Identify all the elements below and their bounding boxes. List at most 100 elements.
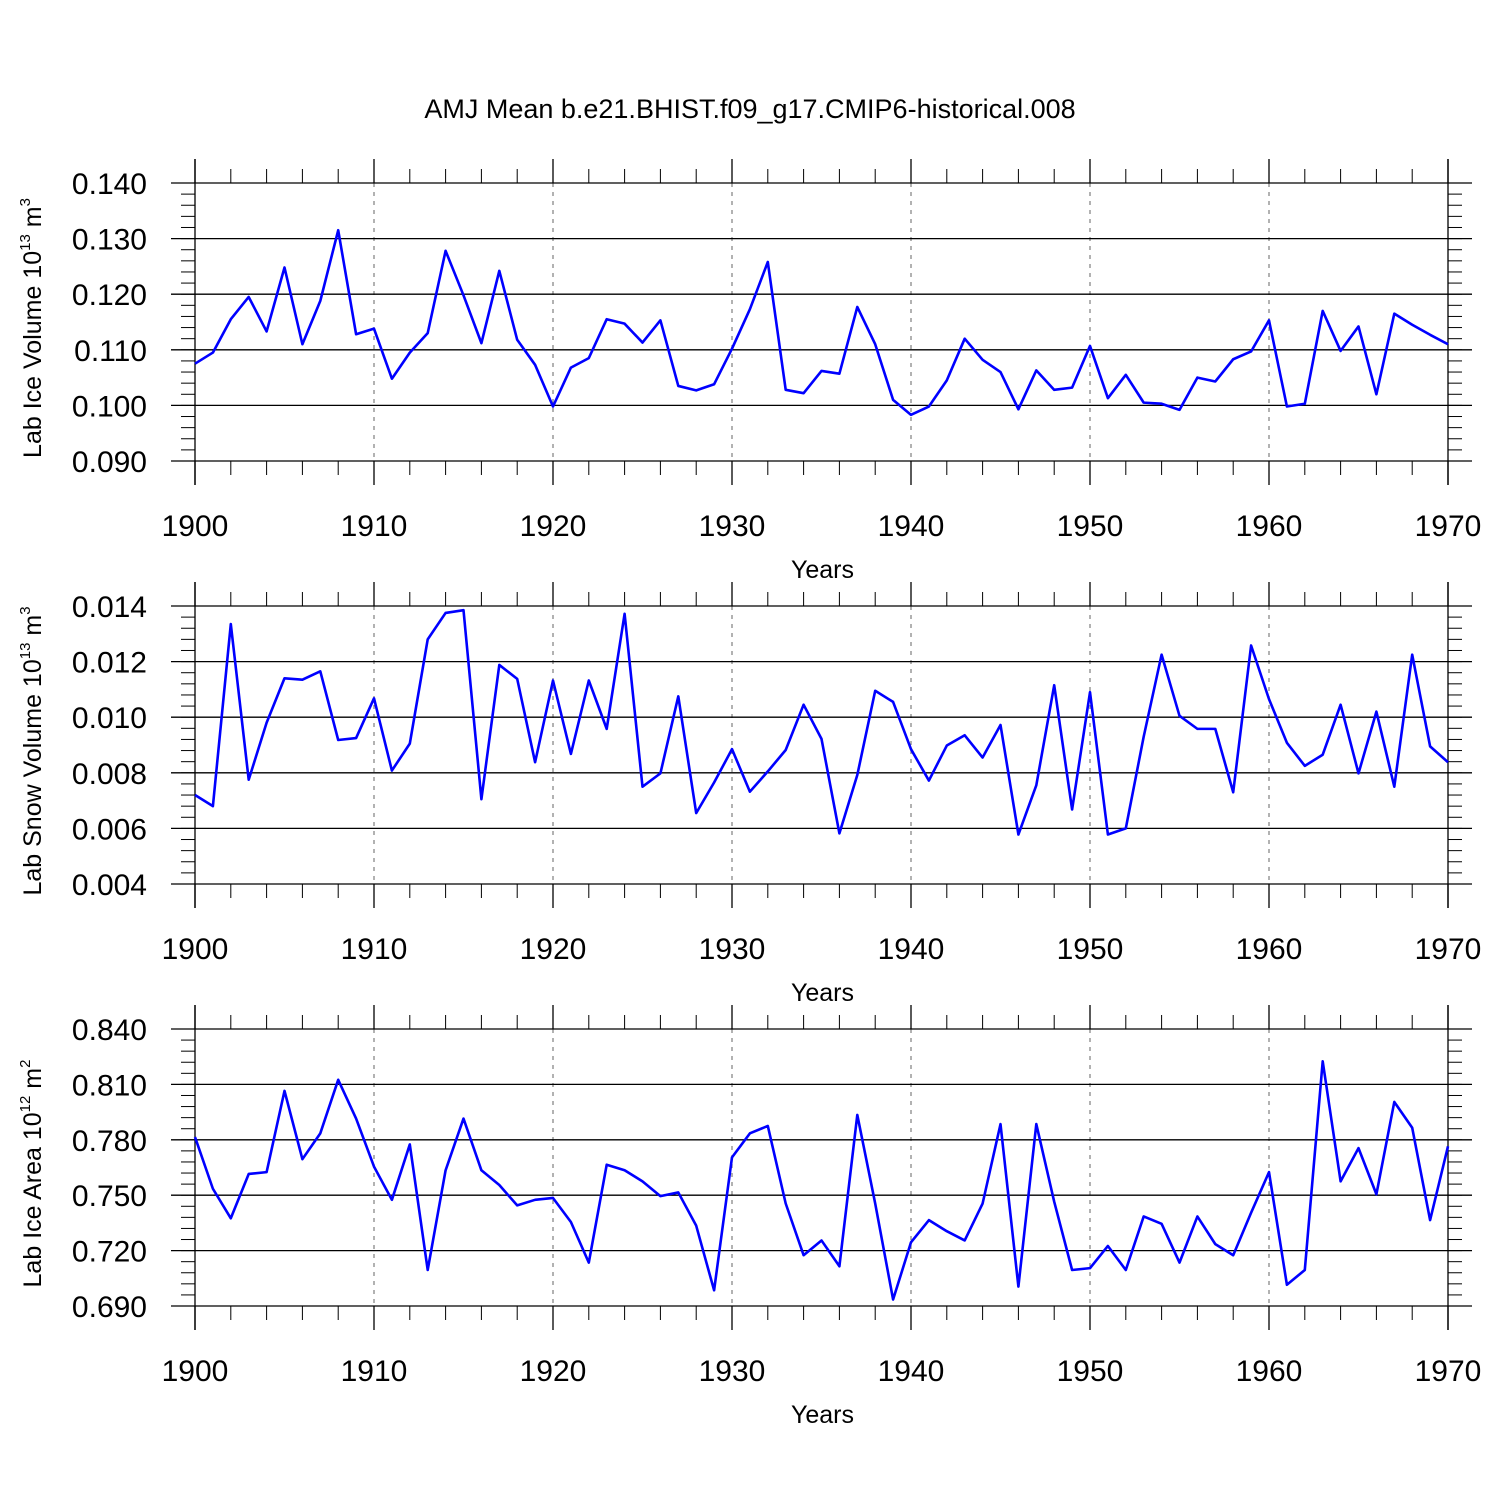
- data-point-1928: [695, 1224, 698, 1227]
- data-point-1968: [1411, 323, 1414, 326]
- data-point-1916: [480, 798, 483, 801]
- data-point-1916: [480, 1169, 483, 1172]
- data-point-1928: [695, 389, 698, 392]
- xaxis-title: Years: [791, 1401, 854, 1429]
- data-point-1933: [784, 1202, 787, 1205]
- data-point-1905: [283, 677, 286, 680]
- data-point-1901: [211, 351, 214, 354]
- data-point-1966: [1375, 710, 1378, 713]
- data-point-1962: [1303, 402, 1306, 405]
- data-point-1944: [981, 1202, 984, 1205]
- ytick-label-0: 0.004: [72, 869, 147, 902]
- series-line-ice-area: [193, 1060, 1450, 1301]
- xaxis-title: Years: [791, 556, 854, 584]
- xtick-label-1970: 1970: [1415, 1355, 1482, 1388]
- data-point-1907: [319, 670, 322, 673]
- data-point-1926: [659, 1195, 662, 1198]
- data-point-1957: [1214, 727, 1217, 730]
- data-point-1951: [1106, 833, 1109, 836]
- data-point-1936: [838, 832, 841, 835]
- xtick-label-1950: 1950: [1057, 933, 1124, 966]
- data-point-1918: [516, 1204, 519, 1207]
- data-point-1965: [1357, 772, 1360, 775]
- data-point-1907: [319, 1132, 322, 1135]
- data-point-1941: [927, 1219, 930, 1222]
- xtick-label-1920: 1920: [520, 933, 587, 966]
- data-point-1964: [1339, 349, 1342, 352]
- ytick-label-2: 0.008: [72, 758, 147, 791]
- data-point-1951: [1106, 397, 1109, 400]
- data-point-1970: [1447, 343, 1450, 346]
- data-point-1924: [623, 1169, 626, 1172]
- ytick-label-2: 0.750: [72, 1180, 147, 1213]
- data-point-1954: [1160, 402, 1163, 405]
- data-point-1911: [390, 377, 393, 380]
- data-point-1952: [1124, 827, 1127, 830]
- data-point-1935: [820, 369, 823, 372]
- data-point-1901: [211, 805, 214, 808]
- panel-ice-area: 0.690 0.720 0.750 0.780 0.810 0.840 1900 1910 19…: [17, 1005, 1481, 1429]
- data-point-1931: [748, 1132, 751, 1135]
- xtick-label-1900: 1900: [162, 933, 229, 966]
- data-point-1966: [1375, 393, 1378, 396]
- data-point-1966: [1375, 1193, 1378, 1196]
- data-point-1941: [927, 405, 930, 408]
- data-point-1935: [820, 737, 823, 740]
- data-point-1927: [677, 695, 680, 698]
- panel-ice-volume: 0.090 0.100 0.110 0.120 0.130 0.140 1900 1910 19…: [17, 159, 1481, 584]
- xtick-label-1970: 1970: [1415, 933, 1482, 966]
- xtick-label-1940: 1940: [878, 1355, 945, 1388]
- data-point-1956: [1196, 376, 1199, 379]
- data-point-1921: [569, 1220, 572, 1223]
- data-point-1902: [229, 318, 232, 321]
- data-point-1936: [838, 372, 841, 375]
- data-point-1906: [301, 678, 304, 681]
- figure-title: AMJ Mean b.e21.BHIST.f09_g17.CMIP6-histo…: [424, 94, 1075, 124]
- panel-snow-volume: 0.004 0.006 0.008 0.010 0.012 0.014 1900 1910 19…: [17, 582, 1481, 1007]
- data-point-1959: [1250, 350, 1253, 353]
- data-point-1929: [713, 781, 716, 784]
- data-point-1942: [945, 379, 948, 382]
- data-point-1948: [1053, 684, 1056, 687]
- data-point-1919: [534, 1198, 537, 1201]
- data-point-1904: [265, 721, 268, 724]
- xtick-label-1950: 1950: [1057, 510, 1124, 543]
- xtick-label-1900: 1900: [162, 1355, 229, 1388]
- data-point-1901: [211, 1187, 214, 1190]
- data-point-1925: [641, 1180, 644, 1183]
- data-point-1936: [838, 1265, 841, 1268]
- yaxis-title-unit: m: [19, 615, 47, 643]
- data-point-1954: [1160, 1222, 1163, 1225]
- data-point-1945: [999, 371, 1002, 374]
- data-point-1917: [498, 1184, 501, 1187]
- data-point-1950: [1089, 1267, 1092, 1270]
- data-point-1933: [784, 388, 787, 391]
- data-point-1908: [337, 738, 340, 741]
- data-point-1919: [534, 761, 537, 764]
- data-point-1930: [731, 748, 734, 751]
- data-point-1955: [1178, 714, 1181, 717]
- data-point-1937: [856, 305, 859, 308]
- data-point-1969: [1429, 1219, 1432, 1222]
- data-point-1965: [1357, 325, 1360, 328]
- data-point-1962: [1303, 1268, 1306, 1271]
- data-point-1943: [963, 1239, 966, 1242]
- data-point-1950: [1089, 691, 1092, 694]
- ytick-label-3: 0.780: [72, 1125, 147, 1158]
- data-point-1939: [892, 1298, 895, 1301]
- data-point-1912: [408, 351, 411, 354]
- xtick-label-1930: 1930: [699, 933, 766, 966]
- data-point-1931: [748, 790, 751, 793]
- data-point-1941: [927, 779, 930, 782]
- data-point-1947: [1035, 369, 1038, 372]
- data-point-1915: [462, 1117, 465, 1120]
- ytick-label-5: 0.140: [72, 168, 147, 201]
- data-point-1930: [731, 1156, 734, 1159]
- data-point-1932: [766, 1124, 769, 1127]
- data-point-1969: [1429, 333, 1432, 336]
- data-point-1930: [731, 347, 734, 350]
- xtick-label-1930: 1930: [699, 510, 766, 543]
- yaxis-title-exp: 12: [17, 1096, 34, 1113]
- xtick-label-1910: 1910: [341, 510, 408, 543]
